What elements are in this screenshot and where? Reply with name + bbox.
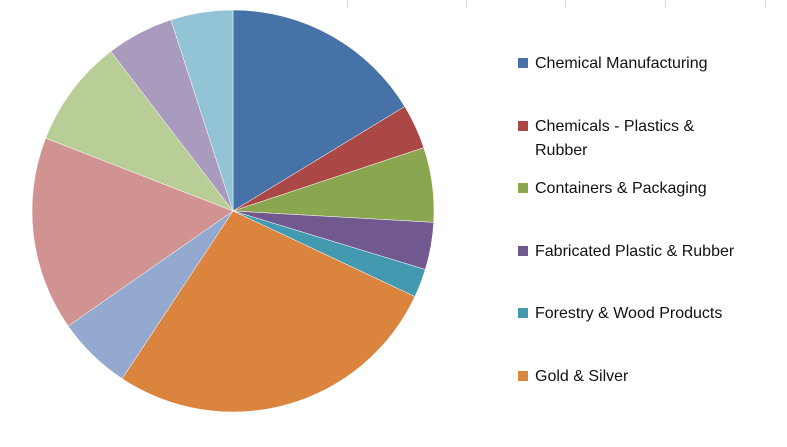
pie-slice — [45, 51, 234, 212]
legend-item: Containers & Packaging — [518, 177, 743, 201]
legend-swatch — [518, 245, 528, 256]
pie-slice — [170, 9, 234, 212]
legend-swatch — [518, 183, 528, 194]
legend-item: Fabricated Plastic & Rubber — [518, 240, 743, 264]
pie-slice — [121, 210, 416, 413]
sheet-gridlines — [347, 0, 766, 8]
legend-label: Gold & Silver — [535, 368, 629, 385]
legend-swatch — [518, 120, 528, 131]
legend-swatch — [518, 58, 528, 68]
legend-item: Chemicals - Plastics & Rubber — [518, 115, 743, 163]
legend-swatch — [518, 371, 528, 381]
legend-label: Fabricated Plastic & Rubber — [535, 242, 735, 260]
legend-label: Containers & Packaging — [535, 180, 707, 198]
legend-item: Chemical Manufacturing — [518, 52, 743, 76]
pie-slice — [31, 137, 234, 327]
legend-label: Chemicals - Plastics & Rubber — [535, 117, 695, 159]
legend-swatch — [518, 308, 528, 319]
legend-item: Gold & Silver — [518, 365, 743, 389]
legend-label: Forestry & Wood Products — [535, 305, 723, 323]
legend-label: Chemical Manufacturing — [535, 55, 708, 72]
legend-item: Forestry & Wood Products — [518, 302, 743, 326]
pie-slice — [232, 9, 406, 212]
